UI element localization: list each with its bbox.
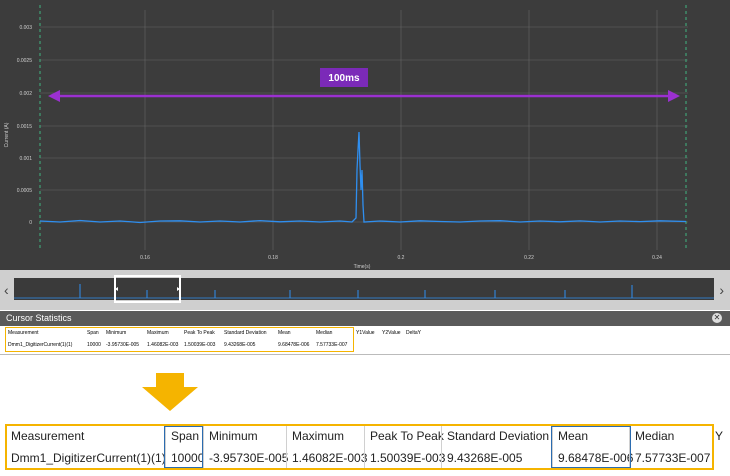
column-header[interactable]: Measurement [8, 330, 39, 336]
current-trace [39, 131, 687, 224]
column-header[interactable]: Minimum [209, 429, 258, 443]
span-label: 100ms [328, 73, 360, 84]
x-axis-label: Time(s) [354, 264, 371, 270]
y-tick-label: 0.0025 [17, 58, 33, 64]
table-cell: Dmm1_DigitizerCurrent(1)(1) [8, 342, 73, 348]
span-label-box [320, 68, 368, 87]
plot-canvas[interactable]: 0.003 0.0025 0.002 0.0015 0.001 0.0005 0… [0, 0, 730, 270]
column-header[interactable]: Y1Value [356, 330, 375, 336]
table-cell: 7.57733E-007 [635, 451, 711, 465]
column-divider [441, 424, 442, 468]
x-tick-label: 0.2 [398, 255, 405, 261]
y-tick-label: 0.0015 [17, 124, 33, 130]
column-divider [286, 424, 287, 468]
overview-canvas[interactable] [0, 270, 730, 310]
column-header[interactable]: Y2Value [382, 330, 401, 336]
scroll-right-icon[interactable]: › [719, 282, 724, 298]
y-tick-label: 0 [29, 220, 32, 226]
span-arrow [48, 90, 680, 102]
column-divider [629, 424, 630, 468]
x-tick-label: 0.18 [268, 255, 278, 261]
table-cell: 7.57733E-007 [316, 342, 348, 348]
scroll-left-icon[interactable]: ‹ [4, 282, 9, 298]
column-header[interactable]: Peak To Peak [184, 330, 215, 336]
cursor-statistics-table: Measurement Span Minimum Maximum Peak To… [0, 326, 730, 355]
x-tick-label: 0.22 [524, 255, 534, 261]
cursor-statistics-header: Cursor Statistics ✕ [0, 311, 730, 326]
column-header[interactable]: Median [316, 330, 333, 336]
table-cell: -3.95730E-005 [209, 451, 289, 465]
column-header[interactable]: Maximum [147, 330, 169, 336]
mean-column-highlight [551, 426, 631, 468]
column-divider [364, 424, 365, 468]
mini-table-highlight [5, 327, 354, 352]
column-header[interactable]: Maximum [292, 429, 345, 443]
y-axis-label: Current (A) [4, 122, 10, 147]
x-tick-label: 0.16 [140, 255, 150, 261]
column-divider [552, 424, 553, 468]
column-header[interactable]: Peak To Peak [370, 429, 444, 443]
table-cell: 9.43268E-005 [447, 451, 523, 465]
table-cell: 1.50039E-003 [184, 342, 216, 348]
table-cell: 1.46082E-003 [292, 451, 368, 465]
table-cell: 9.68478E-006 [558, 451, 634, 465]
column-divider [165, 424, 166, 468]
table-cell: 9.43268E-005 [224, 342, 256, 348]
down-arrow-icon [142, 373, 198, 411]
column-header[interactable]: Measurement [11, 429, 85, 443]
column-header[interactable]: Median [635, 429, 675, 443]
viewport-left-handle[interactable] [115, 287, 118, 291]
y-tick-label: 0.001 [19, 156, 32, 162]
overview-track [14, 278, 714, 300]
zoomed-statistics-table: Measurement Span Minimum Maximum Peak To… [5, 424, 730, 470]
table-cell: 10000 [87, 342, 101, 348]
column-header[interactable]: Standard Deviation [447, 429, 550, 443]
column-header[interactable]: Span [87, 330, 99, 336]
column-divider [203, 424, 204, 468]
table-cell: 9.68478E-006 [278, 342, 310, 348]
table-cell: -3.95730E-005 [106, 342, 140, 348]
x-tick-label: 0.24 [652, 255, 662, 261]
column-header[interactable]: Mean [278, 330, 291, 336]
table-cell: 1.50039E-003 [370, 451, 446, 465]
overview-scrollbar[interactable]: ‹ › [0, 270, 730, 310]
column-header[interactable]: Y [715, 429, 724, 443]
table-cell: 10000 [171, 451, 205, 465]
close-icon[interactable]: ✕ [712, 313, 722, 323]
cursor-statistics-title: Cursor Statistics [6, 313, 72, 323]
zoomed-table-highlight [5, 424, 714, 470]
y-tick-label: 0.003 [19, 25, 32, 31]
column-header[interactable]: Span [171, 429, 200, 443]
current-plot[interactable]: 0.003 0.0025 0.002 0.0015 0.001 0.0005 0… [0, 0, 730, 270]
column-header[interactable]: Mean [558, 429, 589, 443]
column-header[interactable]: Standard Deviation [224, 330, 267, 336]
y-tick-label: 0.0005 [17, 188, 33, 194]
column-header[interactable]: Minimum [106, 330, 127, 336]
table-cell: Dmm1_DigitizerCurrent(1)(1) [11, 451, 166, 465]
span-column-highlight [164, 426, 203, 468]
table-cell: 1.46082E-003 [147, 342, 179, 348]
column-header[interactable]: DeltaY [406, 330, 422, 336]
y-tick-label: 0.002 [19, 91, 32, 97]
viewport-right-handle[interactable] [177, 287, 180, 291]
